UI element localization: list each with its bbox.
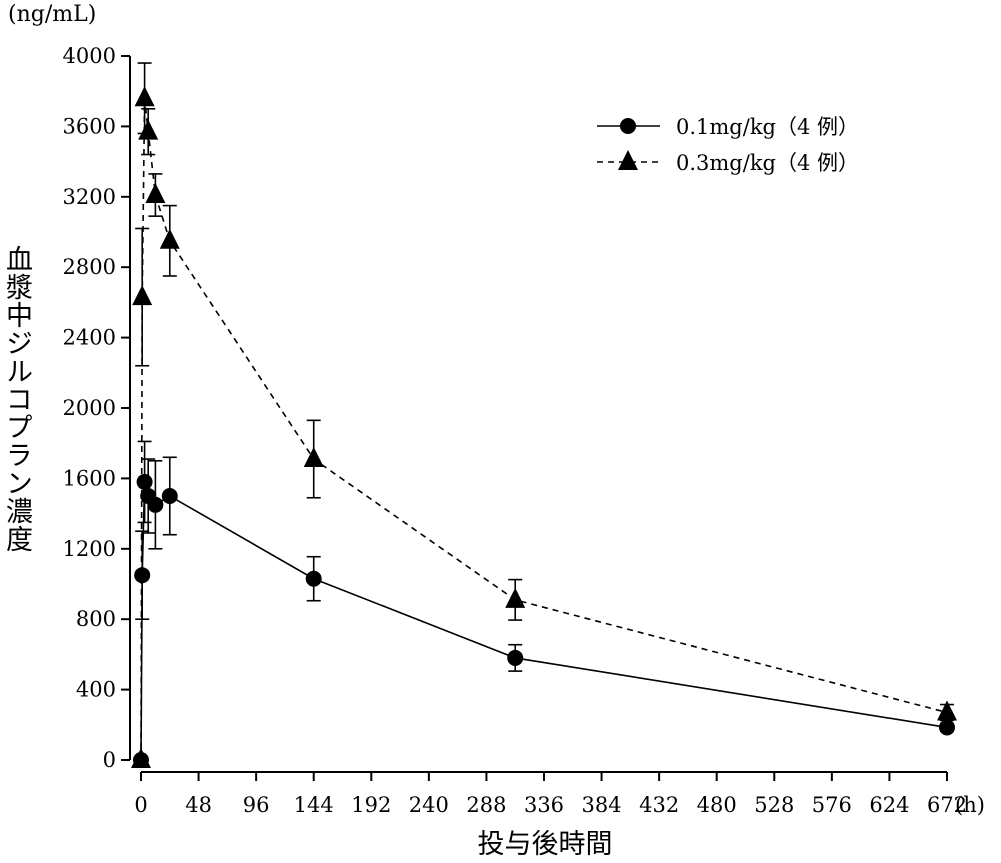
data-point — [136, 473, 153, 490]
data-point — [161, 488, 178, 504]
x-tick-label: 288 — [466, 793, 506, 817]
x-tick-label: 336 — [524, 793, 564, 817]
data-point — [134, 567, 151, 584]
x-tick-label: 0 — [134, 793, 147, 817]
x-tick-label: 240 — [409, 793, 449, 817]
data-point — [132, 285, 153, 306]
y-tick-label: 1600 — [63, 466, 116, 490]
x-tick-label: 192 — [351, 793, 391, 817]
x-tick-label: 576 — [812, 793, 852, 817]
y-tick-label: 1200 — [63, 537, 116, 561]
data-point — [134, 86, 155, 107]
legend-marker — [618, 150, 638, 170]
data-point — [147, 496, 164, 513]
legend-label: 0.3mg/kg（4 例） — [676, 151, 859, 175]
y-tick-label: 2400 — [63, 326, 116, 350]
series-low-dose — [135, 440, 954, 761]
y-tick-label: 0 — [103, 748, 116, 772]
data-point — [131, 748, 151, 768]
y-tick-label: 2800 — [63, 255, 116, 279]
data-point — [138, 119, 159, 140]
x-tick-label: 480 — [697, 793, 737, 817]
data-point — [159, 228, 180, 249]
y-tick-label: 400 — [76, 678, 116, 702]
x-tick-label: 672 — [927, 793, 967, 817]
y-tick-label: 3200 — [63, 185, 116, 209]
data-point — [937, 700, 957, 721]
x-tick-label: 144 — [294, 793, 334, 817]
x-tick-label: 96 — [243, 793, 270, 817]
data-point — [145, 183, 166, 204]
data-point — [939, 719, 955, 736]
x-tick-label: 624 — [869, 793, 909, 817]
series-line — [140, 481, 948, 761]
data-point — [505, 587, 526, 608]
legend-marker — [620, 118, 636, 134]
y-tick-label: 800 — [76, 607, 116, 631]
x-tick-label: 432 — [639, 793, 679, 817]
y-tick-label: 2000 — [63, 396, 116, 420]
data-point — [507, 649, 524, 666]
data-point — [303, 447, 324, 468]
x-tick-label: 384 — [582, 793, 622, 817]
x-axis-label: 投与後時間 — [477, 829, 613, 860]
y-tick-label: 4000 — [63, 44, 116, 68]
x-axis-unit-label: (h) — [955, 793, 985, 817]
data-point — [305, 570, 322, 587]
legend-label: 0.1mg/kg（4 例） — [676, 115, 859, 139]
legend-entry: 0.1mg/kg（4 例） — [597, 115, 859, 139]
y-axis-unit-label: (ng/mL) — [8, 2, 97, 27]
y-tick-label: 3600 — [63, 114, 116, 138]
legend-entry: 0.3mg/kg（4 例） — [597, 150, 859, 175]
x-tick-label: 528 — [754, 793, 794, 817]
x-tick-label: 48 — [185, 793, 212, 817]
y-axis-label: 血漿中ジルコプラン濃度 — [1, 245, 32, 553]
series-line — [140, 98, 948, 761]
